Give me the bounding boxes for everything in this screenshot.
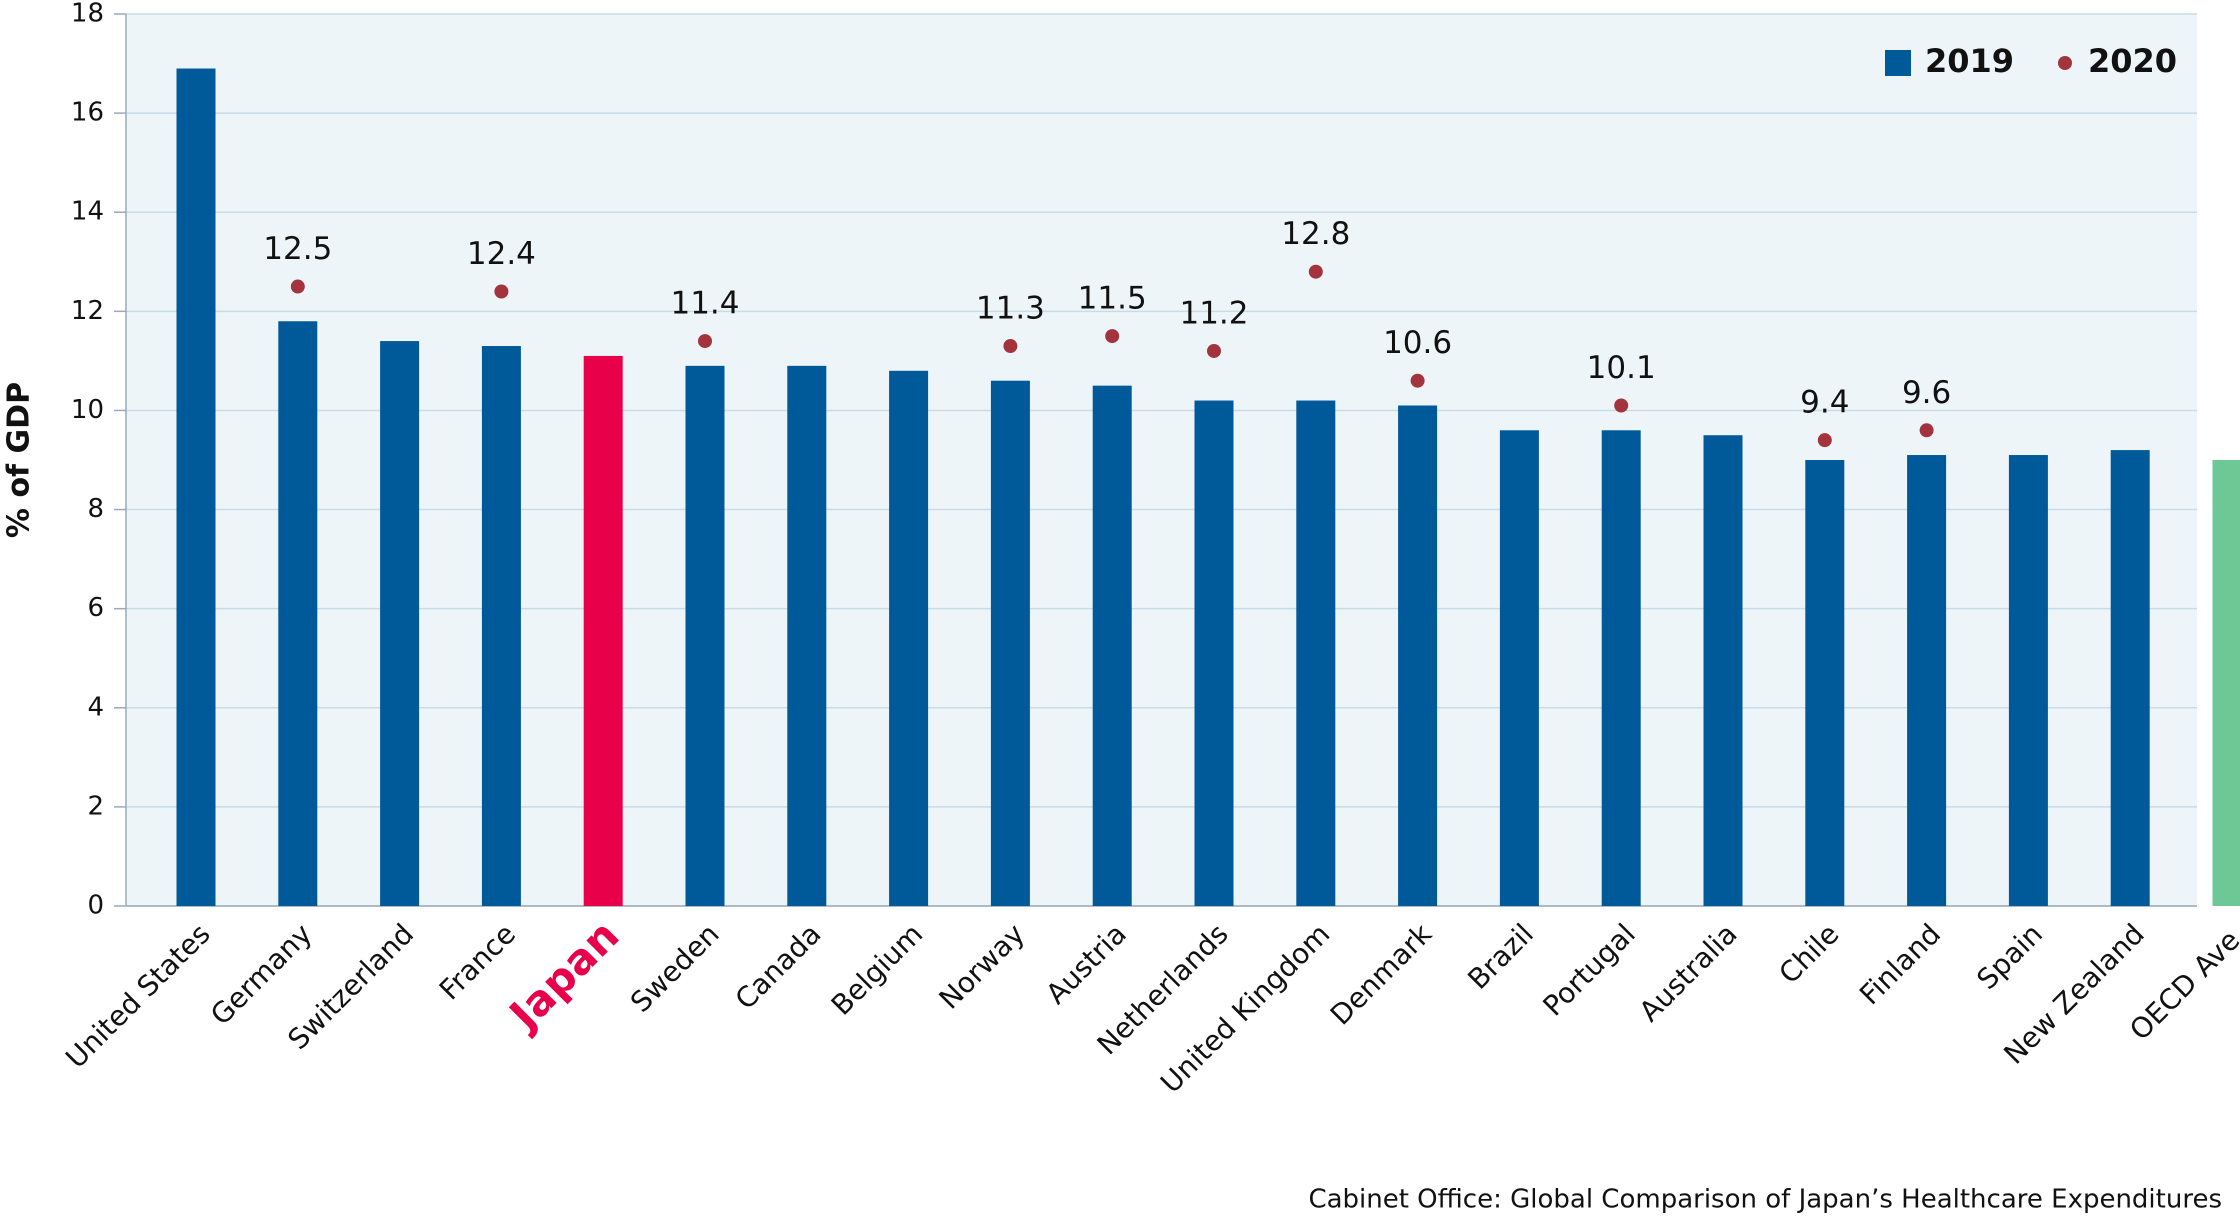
x-tick-label: Belgium bbox=[825, 917, 930, 1022]
bar bbox=[481, 346, 521, 906]
x-tick-label: Portugal bbox=[1536, 917, 1641, 1022]
y-tick-label: 12 bbox=[71, 296, 104, 326]
x-tick-label: Japan bbox=[498, 911, 628, 1041]
data-label: 11.2 bbox=[1179, 295, 1248, 331]
y-tick-label: 18 bbox=[71, 0, 104, 29]
legend-label: 2020 bbox=[2088, 42, 2177, 80]
legend-label: 2019 bbox=[1925, 42, 2014, 80]
bar bbox=[1092, 385, 1132, 907]
bar bbox=[685, 365, 725, 906]
bar bbox=[990, 380, 1030, 906]
y-tick-label: 4 bbox=[87, 692, 104, 722]
data-label: 11.3 bbox=[976, 291, 1045, 327]
y-tick-label: 16 bbox=[71, 98, 104, 128]
dot bbox=[1919, 423, 1934, 438]
data-label: 11.5 bbox=[1078, 281, 1147, 317]
y-tick-label: 0 bbox=[87, 891, 104, 921]
source: Cabinet Office: Global Comparison of Jap… bbox=[1308, 1185, 2222, 1215]
y-axis-label: % of GDP bbox=[2, 382, 37, 538]
legend-dot bbox=[2058, 56, 2072, 70]
x-tick-label: Australia bbox=[1633, 917, 1744, 1028]
y-tick-label: 6 bbox=[87, 593, 104, 623]
bar bbox=[1296, 400, 1336, 906]
bar bbox=[583, 355, 623, 906]
x-tick-label: Canada bbox=[729, 917, 828, 1016]
bar bbox=[2110, 450, 2150, 906]
y-tick-label: 10 bbox=[71, 395, 104, 425]
bar bbox=[889, 370, 929, 906]
x-tick-label: Austria bbox=[1040, 917, 1133, 1010]
dot bbox=[1308, 264, 1323, 279]
bar bbox=[1194, 400, 1234, 906]
x-tick-label: Chile bbox=[1773, 917, 1846, 990]
data-label: 10.1 bbox=[1587, 350, 1656, 386]
dot bbox=[1207, 343, 1221, 358]
data-label: 12.8 bbox=[1281, 216, 1350, 252]
bar bbox=[1398, 405, 1438, 906]
bar bbox=[1907, 455, 1947, 906]
bar bbox=[1499, 430, 1539, 906]
x-tick-label: United Kingdom bbox=[1154, 917, 1336, 1099]
bar bbox=[1805, 460, 1845, 906]
x-tick-label: Norway bbox=[933, 917, 1031, 1015]
bar bbox=[380, 341, 420, 907]
plot-background bbox=[126, 14, 2197, 906]
bar bbox=[2212, 460, 2240, 906]
x-tick-label: Spain bbox=[1970, 917, 2049, 996]
bar bbox=[2008, 455, 2048, 906]
y-tick-label: 14 bbox=[71, 197, 104, 227]
dot bbox=[494, 284, 509, 299]
dot bbox=[290, 279, 305, 294]
bar bbox=[278, 321, 318, 906]
bar bbox=[176, 68, 216, 906]
dot bbox=[1105, 329, 1120, 344]
x-tick-label: Brazil bbox=[1461, 917, 1540, 996]
x-tick-label: France bbox=[433, 917, 522, 1006]
data-label: 11.4 bbox=[670, 286, 739, 322]
data-label: 9.4 bbox=[1800, 385, 1849, 421]
data-label: 10.6 bbox=[1383, 325, 1452, 361]
data-label: 12.4 bbox=[467, 236, 536, 272]
legend-swatch bbox=[1885, 50, 1911, 76]
bar bbox=[1703, 435, 1743, 906]
x-tick-label: Finland bbox=[1853, 917, 1947, 1011]
data-label: 9.6 bbox=[1902, 375, 1951, 411]
y-tick-label: 8 bbox=[87, 494, 104, 524]
bar bbox=[787, 365, 827, 906]
dot bbox=[1817, 433, 1832, 448]
x-tick-label: Sweden bbox=[624, 917, 726, 1019]
dot bbox=[1003, 339, 1018, 354]
dot bbox=[698, 334, 712, 349]
bar bbox=[1601, 430, 1641, 906]
y-tick-label: 2 bbox=[87, 791, 104, 821]
dot bbox=[1410, 373, 1425, 388]
dot bbox=[1614, 398, 1629, 413]
x-tick-label: United States bbox=[59, 917, 216, 1074]
data-label: 12.5 bbox=[263, 231, 332, 267]
x-tick-label: Denmark bbox=[1324, 917, 1439, 1032]
